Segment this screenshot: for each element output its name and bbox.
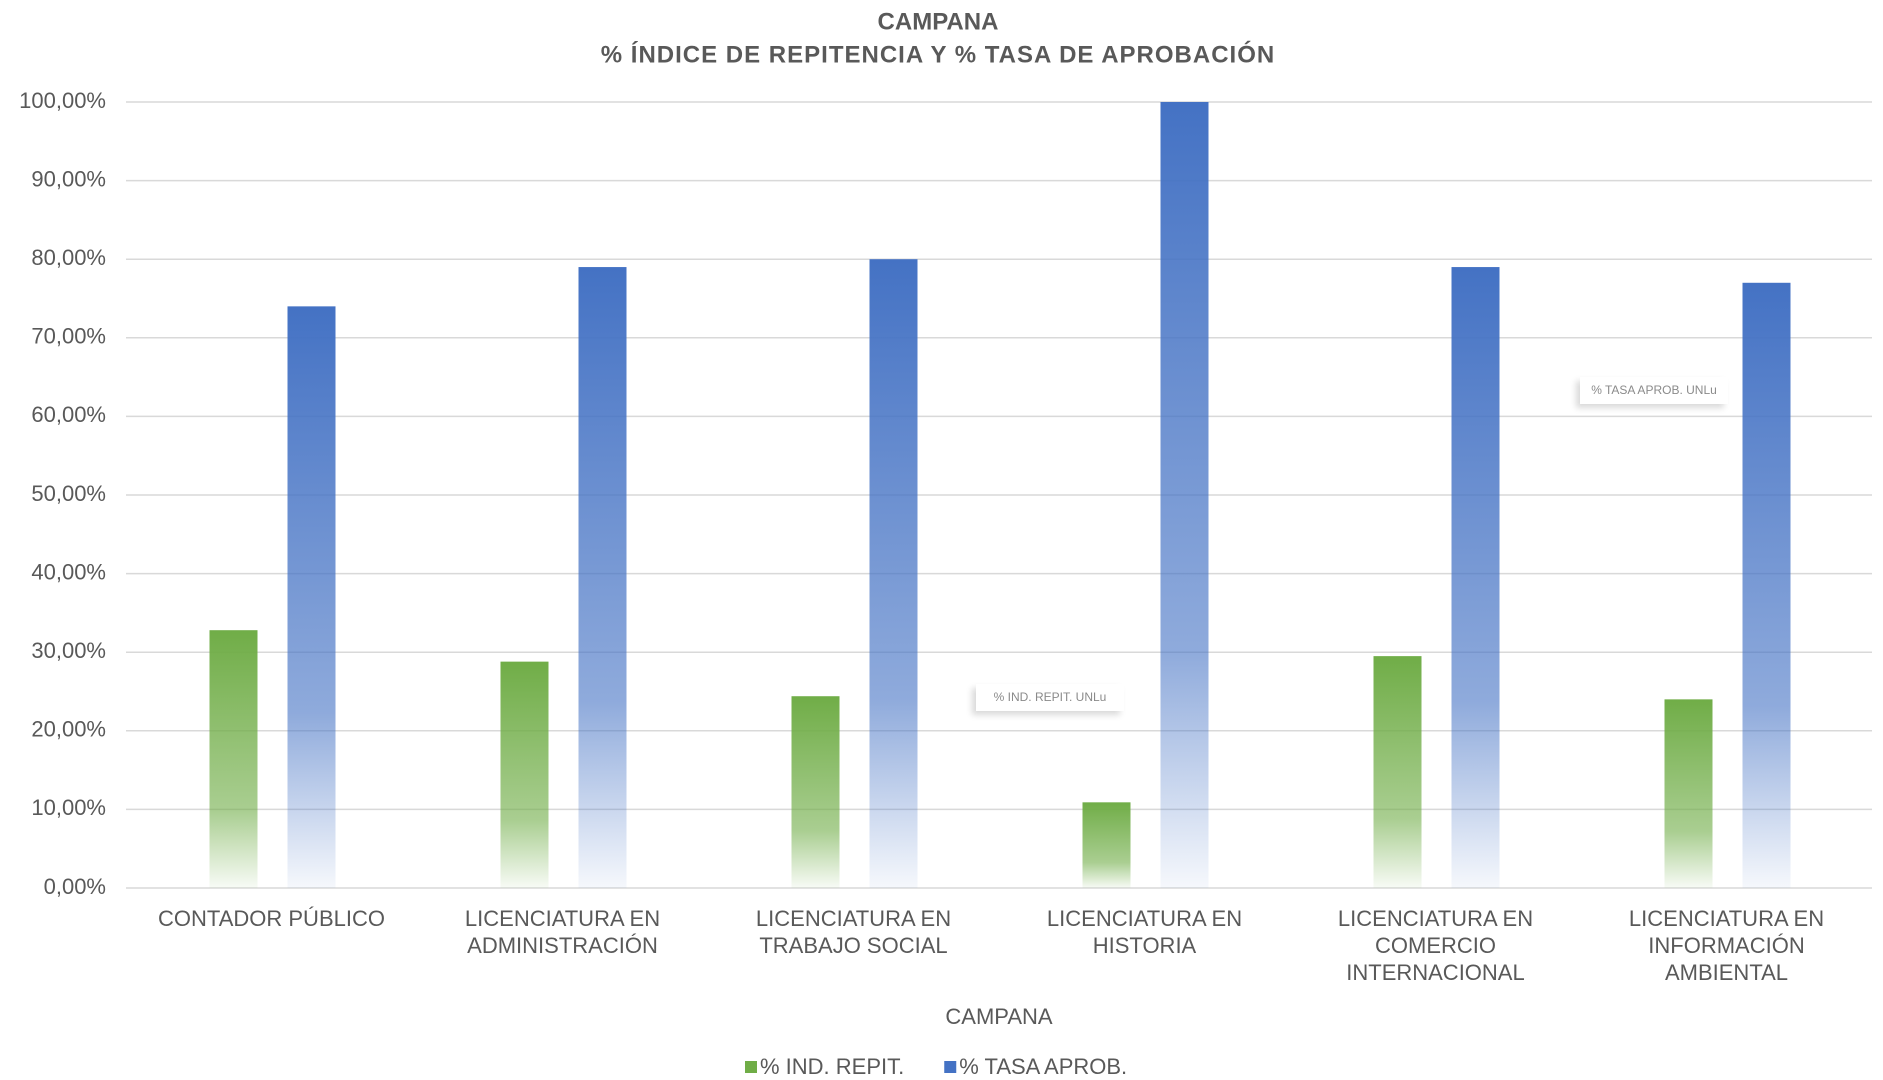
bar <box>869 259 918 888</box>
x-tick-label: LICENCIATURA EN HISTORIA <box>1046 906 1243 958</box>
legend-swatch <box>944 1061 957 1073</box>
y-tick-label: 100,00% <box>19 88 106 113</box>
y-tick-label: 70,00% <box>31 324 106 349</box>
y-tick-label: 30,00% <box>31 638 106 663</box>
bar <box>1082 802 1131 888</box>
y-tick-label: 10,00% <box>31 795 106 820</box>
y-tick-label: 50,00% <box>31 481 106 506</box>
bar <box>287 306 336 888</box>
y-tick-label: 80,00% <box>31 245 106 270</box>
chart-title: CAMPANA <box>878 8 999 35</box>
x-tick-label: LICENCIATURA EN TRABAJO SOCIAL <box>755 906 952 958</box>
y-tick-label: 40,00% <box>31 559 106 584</box>
bar <box>1742 282 1791 888</box>
x-tick-label: LICENCIATURA EN COMERCIO INTERNACIONAL <box>1337 906 1534 985</box>
legend-swatch <box>745 1061 757 1073</box>
y-tick-label: 20,00% <box>31 717 106 742</box>
x-axis-title: CAMPANA <box>945 1004 1052 1029</box>
y-tick-label: 90,00% <box>31 166 106 191</box>
bar <box>1664 699 1713 888</box>
bar <box>578 267 627 888</box>
x-tick-label: CONTADOR PÚBLICO <box>158 906 385 931</box>
bar <box>500 661 549 888</box>
legend-label: % IND. REPIT. <box>760 1054 904 1079</box>
bar <box>209 630 258 888</box>
bar <box>1160 102 1209 888</box>
y-tick-label: 0,00% <box>44 874 106 899</box>
x-tick-label: LICENCIATURA EN INFORMACIÓN AMBIENTAL <box>1628 906 1825 985</box>
legend-label: % TASA APROB. <box>959 1054 1127 1079</box>
y-tick-label: 60,00% <box>31 402 106 427</box>
bar <box>791 696 840 888</box>
annotation: % IND. REPIT. UNLu <box>976 684 1124 711</box>
bar <box>1451 267 1500 888</box>
annotation: % TASA APROB. UNLu <box>1580 377 1728 404</box>
x-tick-label: LICENCIATURA EN ADMINISTRACIÓN <box>464 906 661 958</box>
chart-subtitle: % ÍNDICE DE REPITENCIA Y % TASA DE APROB… <box>601 40 1275 68</box>
bar <box>1373 656 1422 888</box>
